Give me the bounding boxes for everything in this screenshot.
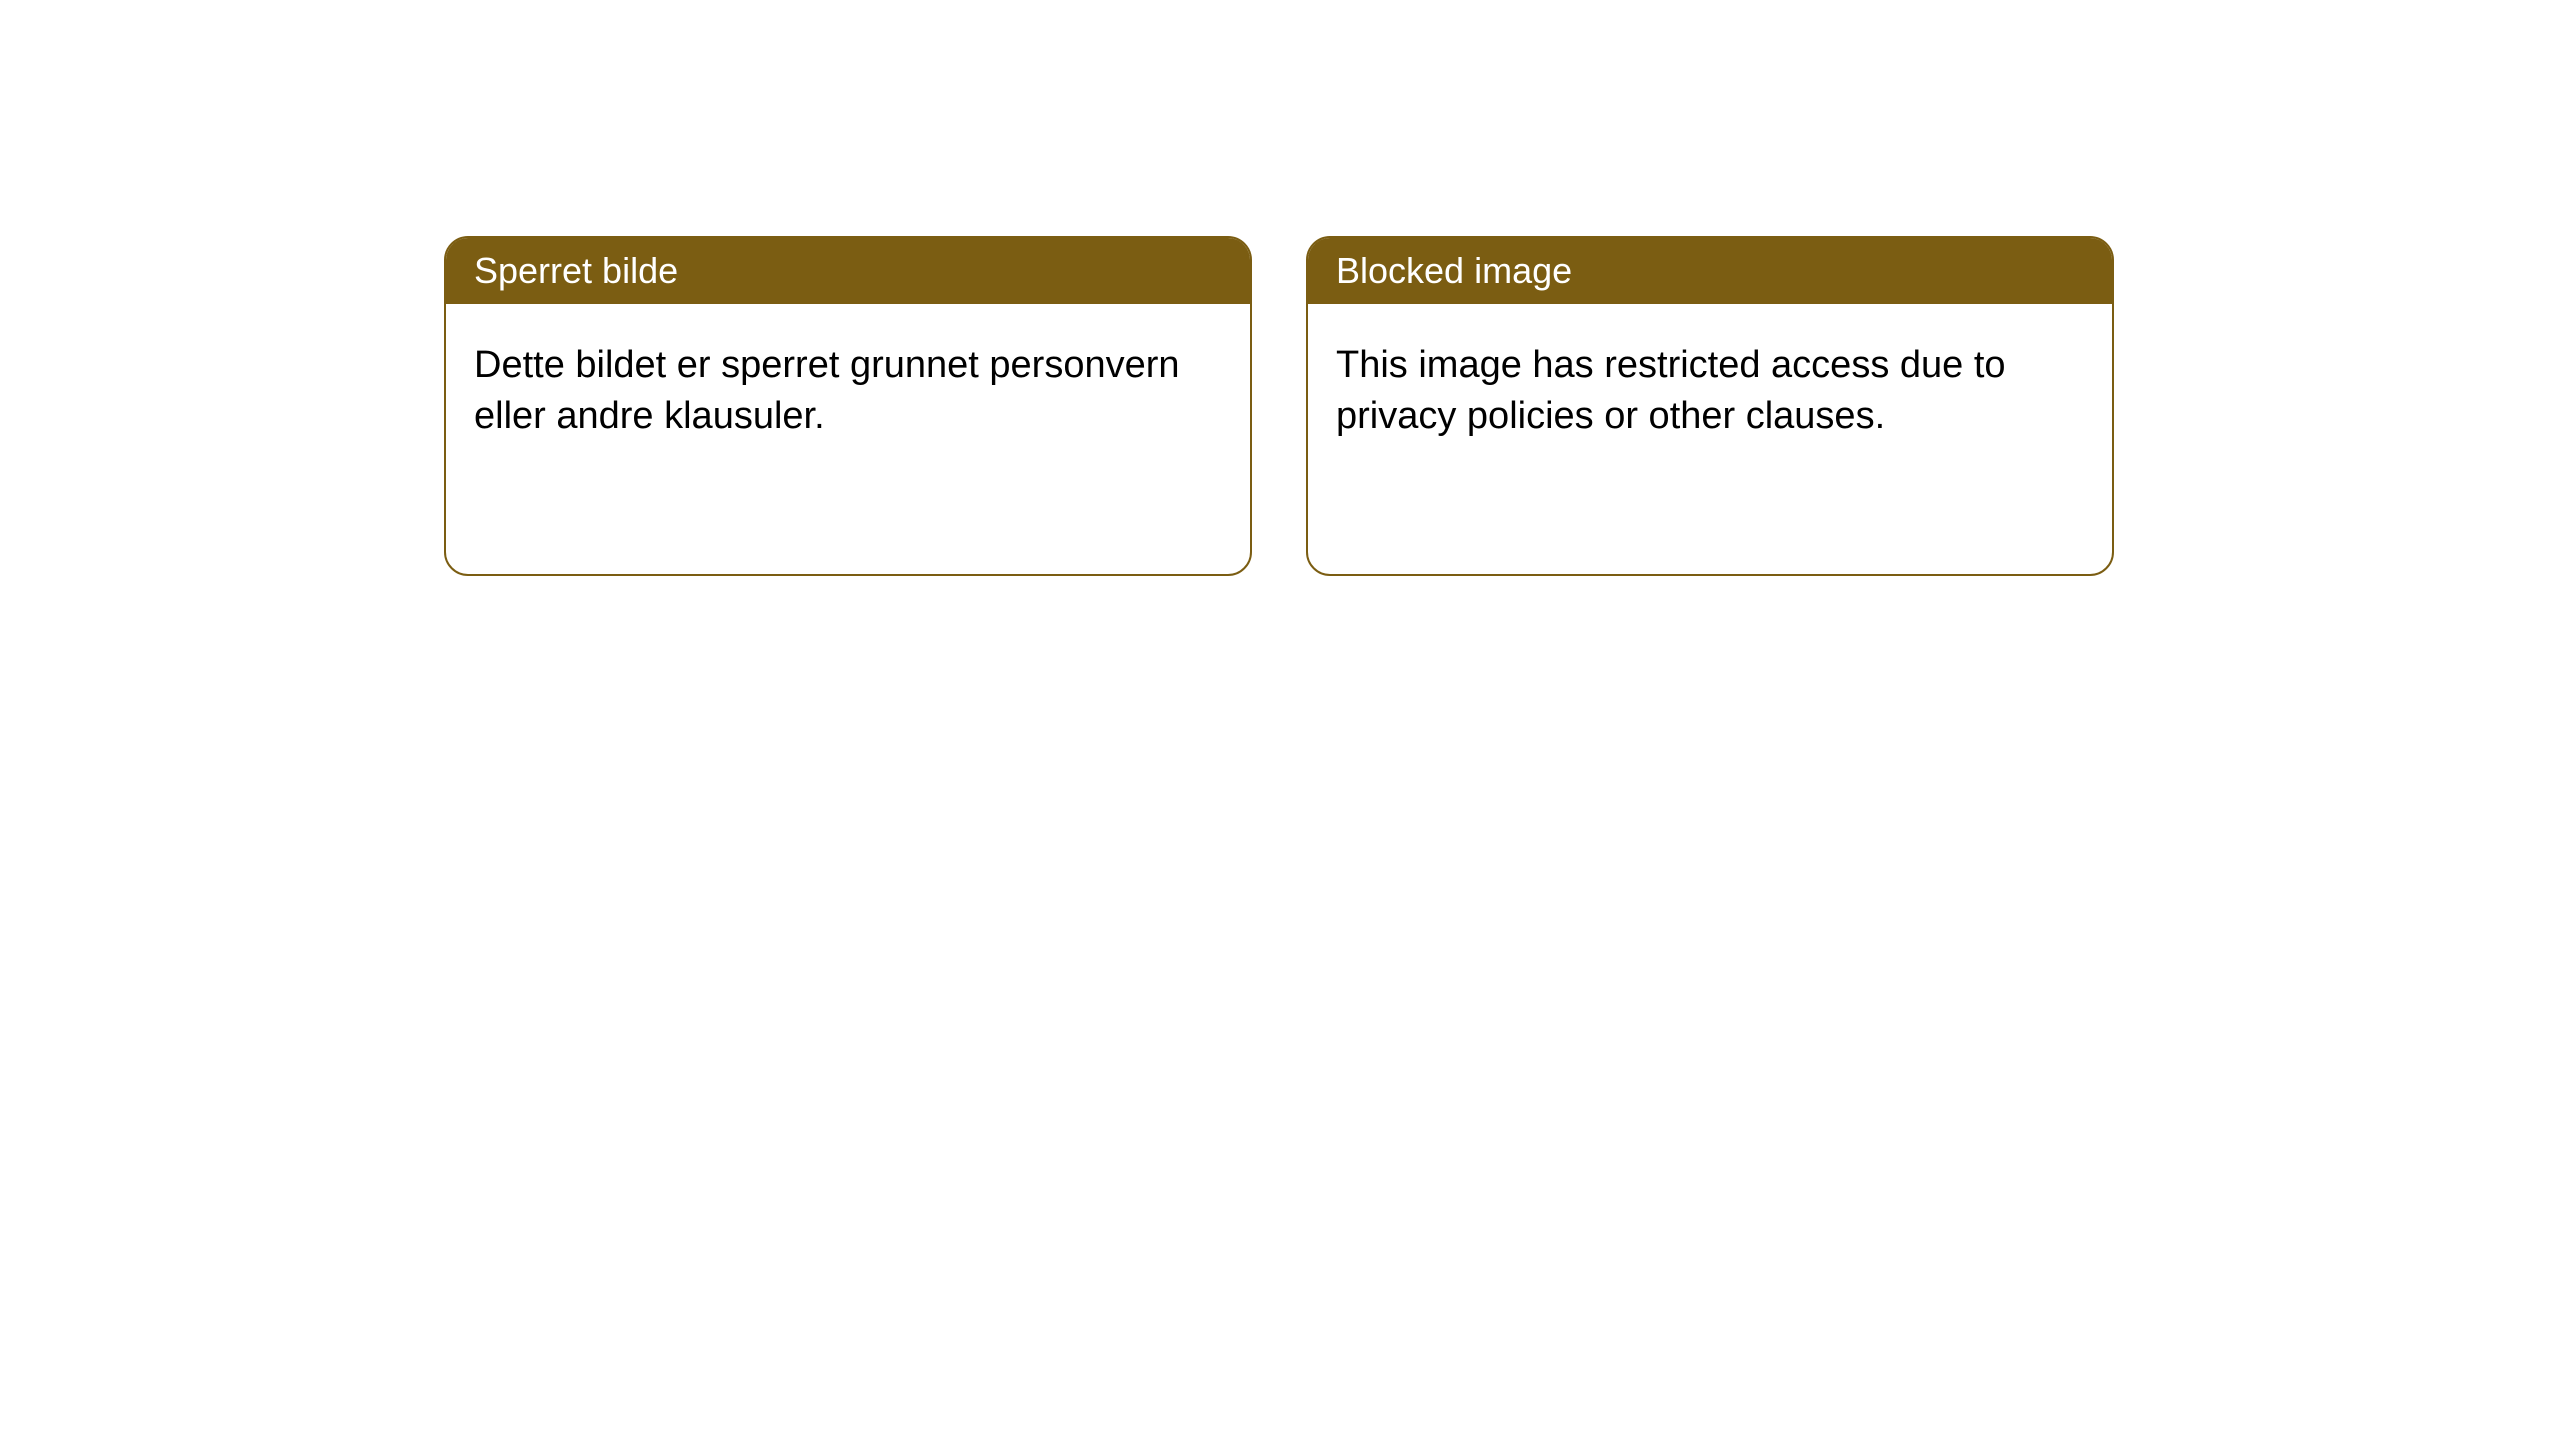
notice-card-text: This image has restricted access due to … xyxy=(1336,344,2006,437)
notice-card-body: Dette bildet er sperret grunnet personve… xyxy=(446,304,1250,479)
notice-card-header: Blocked image xyxy=(1308,238,2112,304)
notice-card-title: Blocked image xyxy=(1336,250,1572,291)
notice-card-title: Sperret bilde xyxy=(474,250,678,291)
notice-card-body: This image has restricted access due to … xyxy=(1308,304,2112,479)
notice-card-header: Sperret bilde xyxy=(446,238,1250,304)
notice-card-no: Sperret bilde Dette bildet er sperret gr… xyxy=(444,236,1252,576)
notice-cards-row: Sperret bilde Dette bildet er sperret gr… xyxy=(0,0,2560,576)
notice-card-en: Blocked image This image has restricted … xyxy=(1306,236,2114,576)
notice-card-text: Dette bildet er sperret grunnet personve… xyxy=(474,344,1180,437)
